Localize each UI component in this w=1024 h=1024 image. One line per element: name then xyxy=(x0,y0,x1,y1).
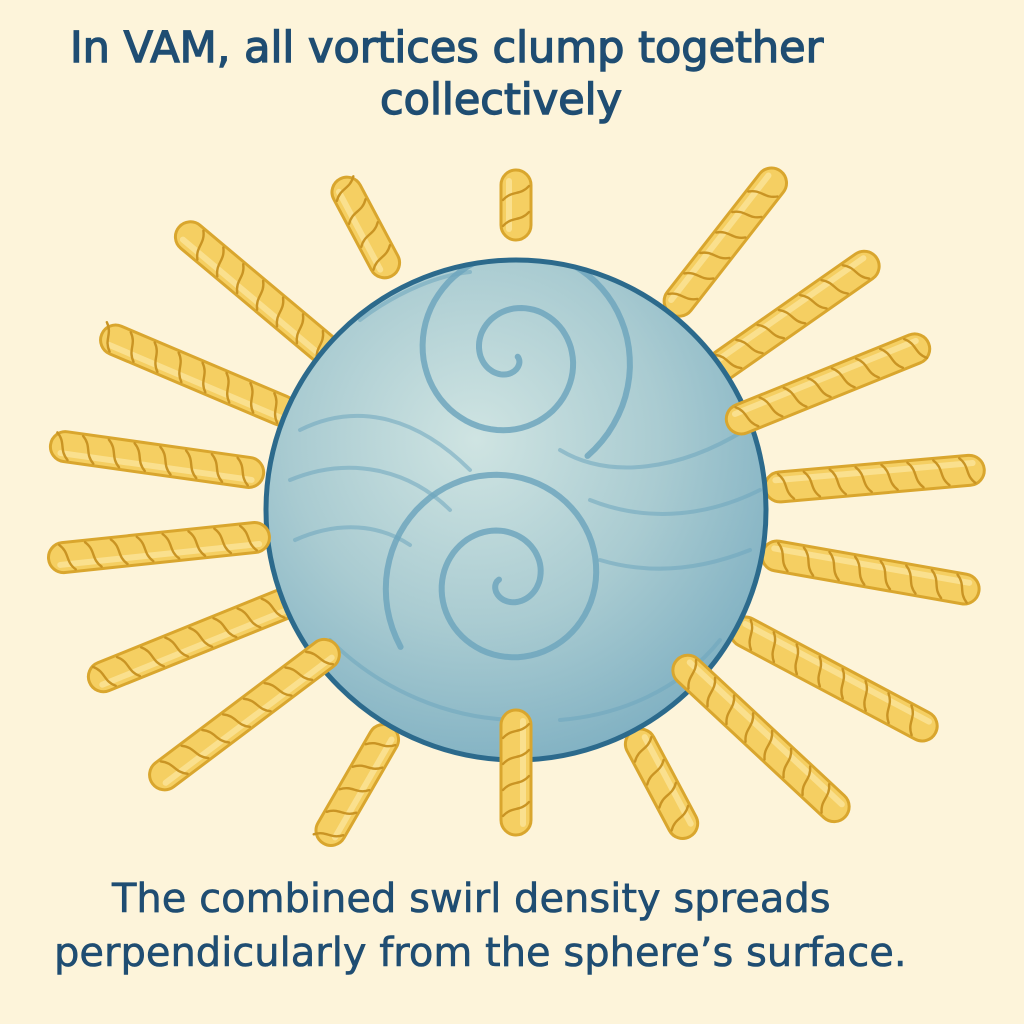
twisted-strand-icon xyxy=(148,637,341,792)
twisted-strand-icon xyxy=(623,727,700,840)
twisted-strand-icon xyxy=(724,332,932,436)
diagram-caption: The combined swirl density spreads perpe… xyxy=(0,872,1024,980)
twisted-strand-icon xyxy=(760,539,981,606)
twisted-strand-icon xyxy=(763,453,986,504)
twisted-strand-icon xyxy=(173,220,341,366)
title-line-1: In VAM, all vortices clump together xyxy=(69,22,824,73)
twisted-strand-icon xyxy=(729,615,939,743)
twisted-strand-icon xyxy=(706,249,881,382)
twisted-strand-icon xyxy=(499,708,533,837)
title-line-2: collectively xyxy=(379,74,623,125)
strands-layer xyxy=(48,166,986,847)
twisted-strand-icon xyxy=(86,579,320,694)
swirl-lines xyxy=(288,260,762,722)
twisted-strand-icon xyxy=(99,321,298,427)
caption-line-2: perpendicularly from the sphere’s surfac… xyxy=(54,930,907,977)
twisted-strand-icon xyxy=(330,175,402,280)
sphere-body xyxy=(266,260,766,760)
twisted-strand-icon xyxy=(312,722,400,847)
twisted-strand-icon xyxy=(499,168,533,242)
caption-line-1: The combined swirl density spreads xyxy=(112,876,831,923)
twisted-strand-icon xyxy=(48,430,266,489)
vortex-sphere-icon xyxy=(263,257,769,763)
twisted-strand-icon xyxy=(671,653,851,824)
diagram-title: In VAM, all vortices clump together coll… xyxy=(0,22,1024,126)
twisted-strand-icon xyxy=(662,166,788,318)
twisted-strand-icon xyxy=(46,520,271,575)
strands-front-layer xyxy=(46,332,932,837)
